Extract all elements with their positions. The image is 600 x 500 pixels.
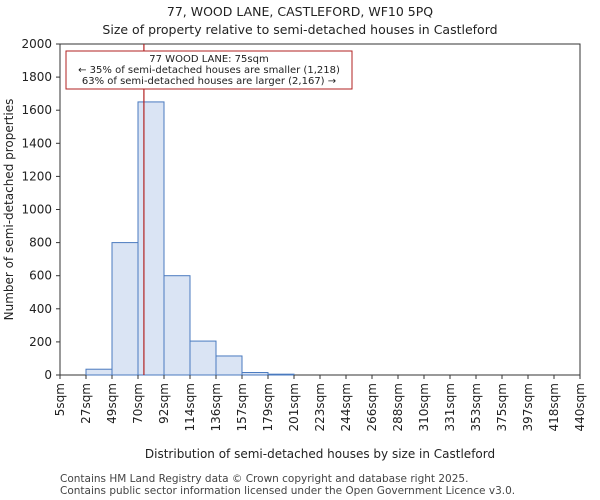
x-tick-label: 331sqm xyxy=(443,383,457,431)
y-tick-label: 800 xyxy=(29,236,52,250)
footer-copyright: Contains HM Land Registry data © Crown c… xyxy=(60,473,469,485)
histogram-bar xyxy=(137,101,165,376)
y-tick-label: 200 xyxy=(29,335,52,349)
histogram-bar xyxy=(215,355,243,376)
y-tick-label: 1800 xyxy=(21,70,52,84)
x-tick-label: 136sqm xyxy=(209,383,223,431)
histogram-bar xyxy=(267,373,295,376)
x-tick-label: 397sqm xyxy=(521,383,535,431)
x-tick-label: 157sqm xyxy=(235,383,249,431)
x-tick-label: 179sqm xyxy=(261,383,275,431)
x-tick-label: 266sqm xyxy=(365,383,379,431)
y-tick-label: 400 xyxy=(29,302,52,316)
y-tick-label: 1400 xyxy=(21,136,52,150)
x-tick-label: 27sqm xyxy=(79,383,93,424)
x-tick-label: 70sqm xyxy=(131,383,145,424)
x-tick-label: 5sqm xyxy=(53,383,67,416)
y-tick-label: 1000 xyxy=(21,203,52,217)
chart-title: 77, WOOD LANE, CASTLEFORD, WF10 5PQ xyxy=(166,4,434,19)
annotation-line-1: 77 WOOD LANE: 75sqm xyxy=(149,54,268,65)
histogram-bar xyxy=(163,275,191,376)
y-axis-label: Number of semi-detached properties xyxy=(2,99,16,321)
x-tick-label: 310sqm xyxy=(417,383,431,431)
x-tick-label: 114sqm xyxy=(183,383,197,431)
histogram-bar xyxy=(85,368,113,376)
x-tick-label: 201sqm xyxy=(287,383,301,431)
y-tick-label: 600 xyxy=(29,269,52,283)
histogram-bar xyxy=(111,242,139,376)
x-tick-label: 418sqm xyxy=(547,383,561,431)
y-tick-label: 2000 xyxy=(21,37,52,51)
x-tick-label: 440sqm xyxy=(573,383,587,431)
annotation-line-2: ← 35% of semi-detached houses are smalle… xyxy=(78,65,340,76)
x-tick-label: 92sqm xyxy=(157,383,171,424)
histogram-bar xyxy=(189,340,217,376)
annotation-box xyxy=(65,50,353,90)
x-tick-label: 288sqm xyxy=(391,383,405,431)
x-tick-label: 223sqm xyxy=(313,383,327,431)
footer-licence: Contains public sector information licen… xyxy=(60,485,516,497)
y-tick-label: 1200 xyxy=(21,169,52,183)
x-tick-label: 49sqm xyxy=(105,383,119,424)
x-tick-label: 375sqm xyxy=(495,383,509,431)
histogram-bar xyxy=(241,372,269,376)
chart-subtitle: Size of property relative to semi-detach… xyxy=(102,22,498,37)
x-tick-label: 244sqm xyxy=(339,383,353,431)
y-tick-label: 1600 xyxy=(21,103,52,117)
annotation-line-3: 63% of semi-detached houses are larger (… xyxy=(82,76,336,87)
x-tick-label: 353sqm xyxy=(469,383,483,431)
y-tick-label: 0 xyxy=(44,368,52,382)
x-axis-label: Distribution of semi-detached houses by … xyxy=(145,447,495,461)
